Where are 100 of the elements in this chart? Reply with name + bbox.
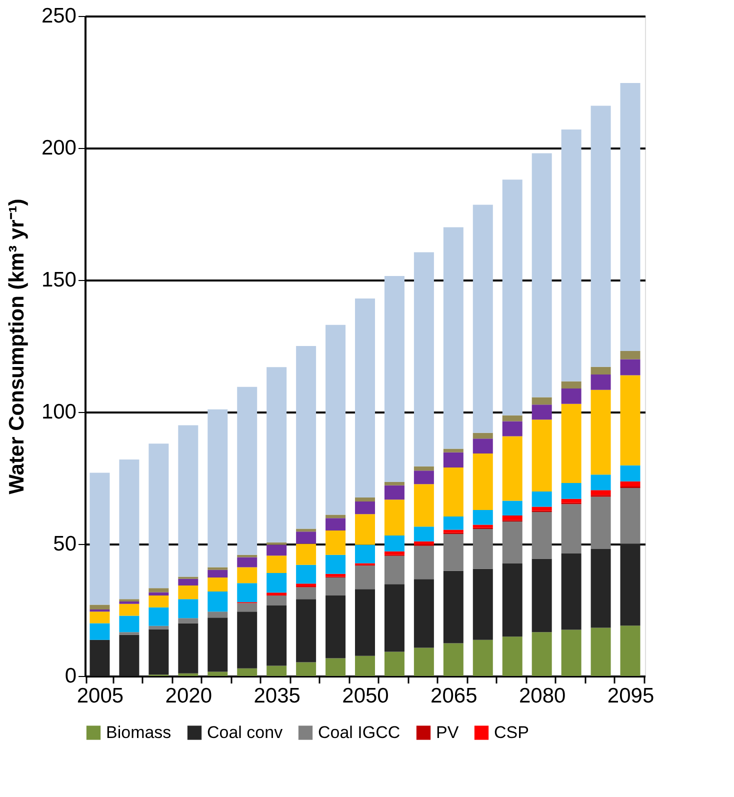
y-tick-label: 150 <box>41 268 76 292</box>
bar <box>414 546 434 580</box>
bar <box>502 415 522 422</box>
legend-label: Biomass <box>106 722 172 742</box>
bar <box>590 628 611 676</box>
y-tick-label: 100 <box>41 400 76 424</box>
bar <box>384 276 404 482</box>
bar <box>472 528 493 569</box>
bar <box>384 584 404 652</box>
legend-label: PV <box>436 722 460 742</box>
legend-label: Coal conv <box>207 722 284 742</box>
bar <box>443 530 464 533</box>
bar <box>90 623 110 640</box>
bar <box>472 640 493 676</box>
bar <box>326 518 346 531</box>
bar <box>296 599 316 662</box>
x-tick-label: 2020 <box>165 684 212 708</box>
bar <box>119 616 140 632</box>
bar <box>384 500 404 536</box>
bar <box>296 662 316 676</box>
x-tick-label: 2095 <box>607 684 654 708</box>
bar <box>443 570 464 644</box>
bar <box>472 204 493 433</box>
bar <box>355 498 375 502</box>
bar <box>620 481 640 486</box>
bar <box>148 588 169 592</box>
bar <box>620 544 640 626</box>
bar <box>266 544 287 556</box>
bar <box>472 453 493 510</box>
bar <box>119 599 140 602</box>
bar <box>326 530 346 555</box>
bar <box>119 460 140 600</box>
bar <box>90 472 110 605</box>
bar <box>620 465 640 482</box>
y-tick-label: 250 <box>41 4 76 28</box>
bar <box>296 564 316 584</box>
bar <box>148 629 169 675</box>
bar <box>561 498 582 503</box>
bar <box>414 526 434 542</box>
bar <box>90 609 110 612</box>
bar <box>443 516 464 530</box>
bar <box>502 180 522 416</box>
bar <box>590 366 611 375</box>
bar <box>414 466 434 471</box>
bar <box>502 564 522 637</box>
bar <box>443 467 464 517</box>
bar <box>148 444 169 588</box>
bar <box>620 375 640 466</box>
bar <box>590 496 611 550</box>
bar <box>208 567 228 570</box>
bar <box>620 359 640 376</box>
bar <box>326 514 346 518</box>
bar <box>119 632 140 635</box>
bar <box>472 438 493 454</box>
bar <box>326 578 346 596</box>
bar <box>384 652 404 676</box>
bar <box>148 592 169 596</box>
bar <box>472 568 493 640</box>
bar <box>443 227 464 449</box>
bar <box>620 488 640 544</box>
bar <box>384 536 404 552</box>
bar <box>208 672 228 676</box>
bar <box>148 607 169 626</box>
bar <box>561 381 582 389</box>
bar <box>237 612 258 668</box>
bar <box>237 386 258 555</box>
bar <box>266 542 287 545</box>
bar <box>208 592 228 612</box>
bar <box>266 556 287 574</box>
bar <box>384 482 404 486</box>
bar <box>532 512 552 559</box>
bar <box>502 515 522 520</box>
bar <box>620 83 640 352</box>
bar <box>561 630 582 676</box>
bar <box>296 584 316 587</box>
bar <box>237 557 258 568</box>
bar <box>237 603 258 612</box>
legend-label: Coal IGCC <box>318 722 400 742</box>
bar <box>237 583 258 602</box>
bar <box>443 643 464 676</box>
bar <box>355 501 375 514</box>
bar <box>384 556 404 584</box>
bar <box>119 634 140 676</box>
bar <box>326 324 346 515</box>
bar <box>326 658 346 676</box>
bar <box>502 421 522 436</box>
bar <box>561 404 582 484</box>
bar <box>532 397 552 405</box>
bar <box>237 668 258 676</box>
bar <box>532 558 552 632</box>
bar <box>590 106 611 367</box>
bar <box>355 656 375 676</box>
bar <box>561 504 582 554</box>
bar <box>266 573 287 593</box>
x-tick-label: 2035 <box>254 684 300 708</box>
bar <box>414 484 434 527</box>
bar <box>355 514 375 545</box>
bar <box>326 554 346 574</box>
bar <box>590 474 611 490</box>
bar <box>148 595 169 608</box>
